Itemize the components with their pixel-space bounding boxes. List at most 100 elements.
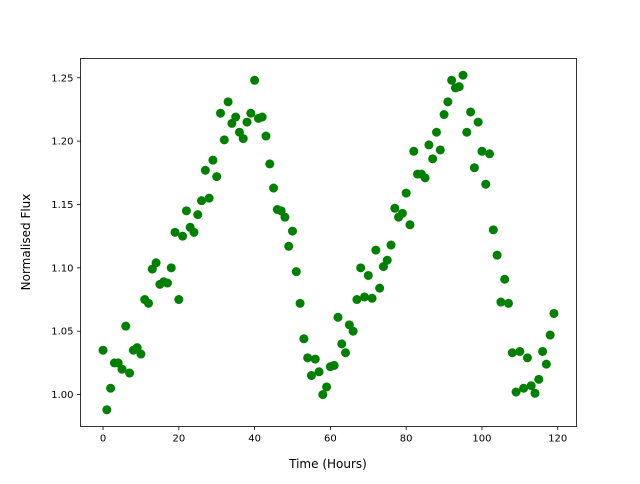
data-point	[333, 312, 343, 322]
x-tick-label: 0	[100, 434, 106, 445]
axes-frame	[80, 58, 577, 427]
data-point	[530, 388, 540, 398]
data-point	[117, 364, 127, 374]
data-point	[288, 226, 298, 236]
data-points	[98, 70, 559, 415]
data-point	[466, 107, 476, 117]
data-point	[454, 82, 464, 92]
data-point	[443, 97, 453, 107]
data-point	[223, 97, 233, 107]
data-point	[257, 112, 267, 122]
data-point	[515, 346, 525, 356]
data-point	[329, 360, 339, 370]
data-point	[219, 135, 229, 145]
x-tick-label: 100	[472, 434, 491, 445]
x-axis-ticks: 0 20 40 60 80 100 120	[100, 426, 567, 445]
data-point	[197, 196, 207, 206]
data-point	[390, 203, 400, 213]
y-tick-label: 1.00	[51, 390, 73, 401]
data-point	[549, 308, 559, 318]
data-point	[170, 227, 180, 237]
data-point	[212, 172, 222, 182]
data-point	[204, 193, 214, 203]
data-point	[208, 155, 218, 165]
data-point	[507, 348, 517, 358]
data-point	[246, 108, 256, 118]
data-point	[242, 117, 252, 127]
y-tick-label: 1.15	[51, 200, 73, 211]
y-tick-label: 1.25	[51, 73, 73, 84]
data-point	[310, 354, 320, 364]
data-point	[337, 339, 347, 349]
data-point	[306, 371, 316, 381]
data-point	[250, 75, 260, 85]
y-axis-label: Normalised Flux	[19, 194, 33, 291]
data-point	[106, 383, 116, 393]
y-tick-label: 1.05	[51, 327, 73, 338]
data-point	[477, 146, 487, 156]
data-point	[541, 359, 551, 369]
data-point	[181, 206, 191, 216]
data-point	[522, 353, 532, 363]
data-point	[488, 225, 498, 235]
data-point	[496, 297, 506, 307]
data-point	[189, 227, 199, 237]
data-point	[371, 245, 381, 255]
data-point	[526, 381, 536, 391]
y-tick-label: 1.20	[51, 137, 73, 148]
y-tick-label: 1.10	[51, 263, 73, 274]
x-tick-label: 80	[400, 434, 413, 445]
data-point	[431, 127, 441, 137]
data-point	[121, 321, 131, 331]
data-point	[538, 346, 548, 356]
data-point	[341, 348, 351, 358]
data-point	[162, 278, 172, 288]
x-axis-label: Time (Hours)	[288, 457, 367, 471]
data-point	[386, 240, 396, 250]
data-point	[462, 127, 472, 137]
data-point	[200, 165, 210, 175]
data-point	[322, 382, 332, 392]
data-point	[144, 298, 154, 308]
data-point	[503, 298, 513, 308]
y-axis-ticks: 1.00 1.05 1.10 1.15 1.20 1.25	[51, 73, 81, 401]
data-point	[193, 210, 203, 220]
data-point	[534, 374, 544, 384]
data-point	[299, 334, 309, 344]
data-point	[367, 293, 377, 303]
data-point	[216, 108, 226, 118]
data-point	[375, 283, 385, 293]
data-point	[473, 117, 483, 127]
data-point	[238, 134, 248, 144]
data-point	[303, 353, 313, 363]
data-point	[469, 163, 479, 173]
data-point	[280, 212, 290, 222]
data-point	[511, 387, 521, 397]
data-point	[265, 159, 275, 169]
x-tick-label: 20	[172, 434, 185, 445]
data-point	[261, 131, 271, 141]
data-point	[409, 146, 419, 156]
data-point	[485, 149, 495, 159]
data-point	[363, 270, 373, 280]
data-point	[125, 368, 135, 378]
data-point	[397, 208, 407, 218]
x-tick-label: 60	[324, 434, 337, 445]
data-point	[519, 383, 529, 393]
data-point	[136, 349, 146, 359]
data-point	[500, 274, 510, 284]
data-point	[231, 112, 241, 122]
data-point	[439, 110, 449, 120]
data-point	[295, 298, 305, 308]
data-point	[352, 295, 362, 305]
data-point	[318, 390, 328, 400]
data-point	[178, 231, 188, 241]
data-point	[356, 263, 366, 273]
data-point	[447, 75, 457, 85]
data-point	[428, 154, 438, 164]
data-point	[98, 345, 108, 355]
data-point	[401, 188, 411, 198]
data-point	[458, 70, 468, 80]
data-point	[348, 326, 358, 336]
